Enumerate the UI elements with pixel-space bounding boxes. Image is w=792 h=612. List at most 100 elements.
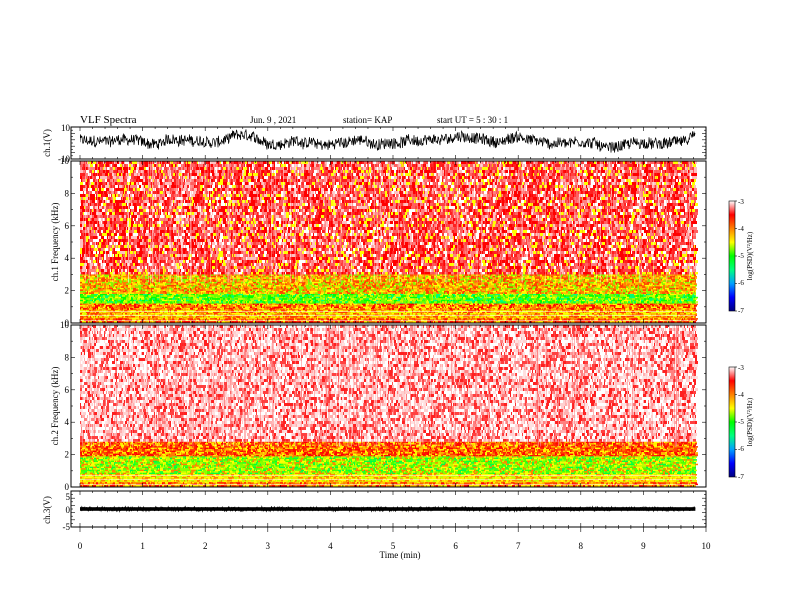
ch1-spec-cell [544, 318, 546, 320]
ch1-spec-cell [467, 318, 469, 320]
ch1-spec-cell [118, 318, 120, 320]
ch1-spec-cell [325, 321, 326, 323]
ch1-spec-cell [594, 321, 597, 323]
ch1-spec-cell [179, 321, 180, 323]
ch1-spec-cell [421, 321, 424, 323]
ch1-spec-cell [458, 318, 461, 320]
ch1-spec-cell [506, 321, 508, 323]
ch1-spec-cell [274, 321, 275, 323]
ch1-spec-cell [377, 321, 379, 323]
ch1-spec-cell [231, 318, 233, 320]
ch1-spec-cell [235, 321, 237, 323]
ch1-spec-cell [215, 318, 217, 320]
ch1-spec-cell [112, 321, 114, 323]
ch1-spec-cell [650, 318, 653, 320]
ch1-spec-cell [412, 318, 415, 320]
ch1-spec-cell [122, 318, 123, 320]
ch1-spec-cell [132, 318, 135, 320]
ch1-spec-cell [224, 318, 225, 320]
ch1-spec-cell [600, 318, 602, 320]
ch1-spec-cell [607, 321, 608, 323]
ch1-spec-cell [477, 321, 478, 323]
ch1-spec-cell [472, 318, 475, 320]
ch1-spec-cell [89, 318, 90, 320]
ch1-ylabel: ch.1(V) [42, 129, 52, 157]
ch1-spec-cell [663, 318, 664, 320]
ch1-spec-cell [495, 318, 496, 320]
ch1-spec-cell [307, 318, 309, 320]
ch1-spec-cell [401, 318, 402, 320]
ch1-spec-cell [369, 321, 372, 323]
ch1-spec-cell [333, 321, 335, 323]
ch1-spec-cell [617, 318, 619, 320]
ch1-spec-cell [198, 321, 200, 323]
ch1-spec-cell [482, 321, 485, 323]
ch1-spec-cell [203, 321, 205, 323]
ch1-spec-cell [110, 321, 112, 323]
ch1-spec-cell [511, 321, 514, 323]
ch1-spec-cell [586, 318, 588, 320]
ch1-spec-cell [240, 321, 241, 323]
ch1-spec-cell [369, 318, 371, 320]
ch1-spec-cell [403, 321, 404, 323]
ch1-spec-cell [334, 318, 337, 320]
ch1-spec-cell [381, 321, 382, 323]
ch1-spec-cell [378, 318, 381, 320]
ch1-spec-cell [608, 321, 610, 323]
ch1-spec-cell [364, 318, 366, 320]
ch1-spec-cell [188, 318, 190, 320]
ch1-spec-cell [152, 321, 153, 323]
ch1-spec-cell [425, 318, 428, 320]
ch1-spec-cell [295, 318, 298, 320]
ch1-spec-cell [340, 321, 343, 323]
ch1-spec-cell [585, 321, 587, 323]
ch1-spec-cell [206, 318, 207, 320]
ch1-spec-cell [405, 318, 406, 320]
ch1-spec-cell [135, 321, 137, 323]
ch1-spec-cell [515, 321, 516, 323]
ch1-spec-cell [552, 321, 553, 323]
ch1-spec-cell [458, 321, 460, 323]
ch1-spec-cell [291, 318, 294, 320]
ch1-spec-cell [402, 321, 403, 323]
ch1-spec-cell [148, 321, 149, 323]
ch1-spec-cell [476, 321, 477, 323]
ch1-spec-cell [610, 321, 612, 323]
ch1-spec-cell [612, 321, 615, 323]
ch1-spec-cell [555, 321, 558, 323]
ch1-spec-cell [177, 321, 178, 323]
ch1-spec-cell [615, 321, 616, 323]
ch1-spec-cell [225, 318, 226, 320]
ch1-spec-cell [282, 318, 285, 320]
ch1-spec-cell [588, 321, 591, 323]
ch1-spec-cell [100, 318, 103, 320]
ch1-spec-cell [571, 318, 574, 320]
ch1-spec-cell [629, 321, 630, 323]
ch1-spec-cell [676, 318, 678, 320]
ch1-spec-cell [213, 318, 215, 320]
ch1-spec-cell [508, 321, 511, 323]
ch1-spec-cell [443, 321, 446, 323]
ch1-spec-cell [560, 318, 561, 320]
ch1-spec-cell [244, 318, 246, 320]
ch1-spec-cell [512, 318, 514, 320]
ch1-spec-cell [343, 318, 344, 320]
ch1-spec-cell [80, 318, 83, 320]
ch1-spec-cell [629, 318, 631, 320]
ch1-spec-cell [329, 321, 331, 323]
ch1-spec-cell [217, 318, 219, 320]
ch1-spec-cell [561, 321, 564, 323]
ch1-spec-cell [438, 321, 441, 323]
ch1-spec-cell [169, 321, 170, 323]
ch1-spec-cell [450, 318, 452, 320]
ch1-spec-cell [88, 321, 89, 323]
start-ut-label: start UT = 5 : 30 : 1 [437, 115, 508, 125]
ch1-spec-cell [504, 318, 506, 320]
ch1-spec-cell [554, 318, 556, 320]
ch1-spec-cell [430, 318, 433, 320]
ch1-spec-cell [480, 318, 483, 320]
ch1-spec-cell [635, 321, 637, 323]
ch1-spec-cell [207, 318, 210, 320]
ch1-spec-cell [637, 321, 640, 323]
ch1-spec-cell [474, 321, 475, 323]
